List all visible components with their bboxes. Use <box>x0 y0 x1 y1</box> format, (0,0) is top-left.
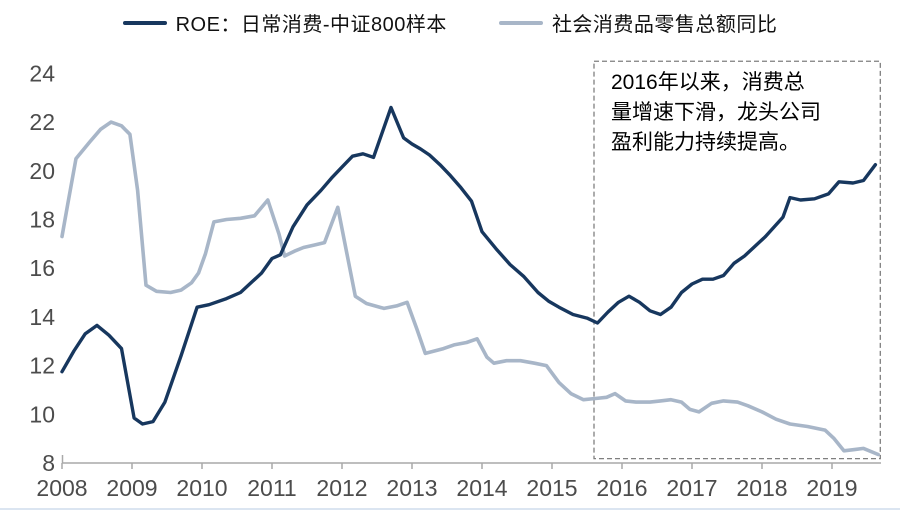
roe-legend-label: ROE：日常消费-中证800样本 <box>175 14 447 36</box>
legend-item-retail-sales: 社会消费品零售总额同比 <box>498 8 778 37</box>
legend-item-roe: ROE：日常消费-中证800样本 <box>122 8 447 37</box>
y-tick-label: 14 <box>29 304 55 330</box>
series-line-roe <box>60 105 878 426</box>
x-tick-label: 2018 <box>736 475 787 501</box>
annotation-text: 2016年以来，消费总 量增速下滑，龙头公司 盈利能力持续提高。 <box>611 71 821 154</box>
y-tick-label: 12 <box>29 353 55 379</box>
x-tick-label: 2009 <box>106 475 157 501</box>
retail-line-swatch <box>498 20 543 25</box>
y-tick-label: 20 <box>29 158 55 184</box>
x-tick-label: 2013 <box>386 475 437 501</box>
y-tick-label: 18 <box>29 207 55 233</box>
x-tick-label: 2012 <box>316 475 367 501</box>
y-tick-label: 8 <box>42 450 55 476</box>
x-tick-label: 2014 <box>456 475 507 501</box>
series-line-retail <box>60 120 881 457</box>
y-tick-label: 10 <box>29 401 55 427</box>
y-tick-label: 16 <box>29 255 55 281</box>
x-tick-label: 2015 <box>526 475 577 501</box>
annotation-dashed-box <box>593 60 881 460</box>
y-tick-label: 24 <box>29 60 55 86</box>
x-tick-label: 2019 <box>806 475 857 501</box>
page-bottom-rule <box>0 508 900 510</box>
roe-line-swatch <box>122 20 167 25</box>
legend: ROE：日常消费-中证800样本 社会消费品零售总额同比 <box>0 8 900 37</box>
x-tick-label: 2010 <box>176 475 227 501</box>
x-tick-label: 2008 <box>36 475 87 501</box>
x-tick-label: 2016 <box>596 475 647 501</box>
x-tick-label: 2017 <box>666 475 717 501</box>
y-tick-label: 22 <box>29 109 55 135</box>
x-tick-label: 2011 <box>247 475 296 501</box>
retail-legend-label: 社会消费品零售总额同比 <box>551 14 778 36</box>
